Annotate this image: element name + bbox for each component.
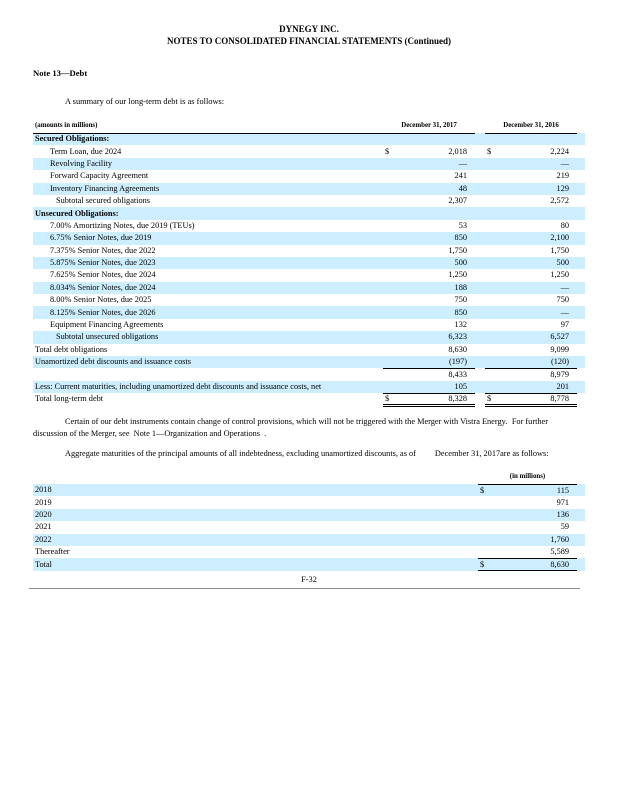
table-row: 6.75% Senior Notes, due 2019 850 2,100 bbox=[33, 232, 585, 245]
note-heading: Note 13—Debt bbox=[33, 68, 88, 78]
table-row: 2018 $ 115 bbox=[33, 484, 586, 497]
paragraph-text: Aggregate maturities of the principal am… bbox=[65, 449, 416, 459]
table-header-row: (amounts in millions) December 31, 2017 … bbox=[33, 119, 585, 134]
table-row: 7.625% Senior Notes, due 2024 1,250 1,25… bbox=[50, 270, 569, 280]
table-row: Subtotal secured obligations 2,307 2,572 bbox=[56, 196, 569, 206]
table-row: 8,433 8,979 bbox=[448, 369, 569, 379]
document-header: DYNEGY INC. NOTES TO CONSOLIDATED FINANC… bbox=[33, 0, 585, 47]
units-label: (amounts in millions) bbox=[33, 119, 383, 134]
aggregate-maturities-paragraph: Aggregate maturities of the principal am… bbox=[33, 449, 585, 458]
document-title: NOTES TO CONSOLIDATED FINANCIAL STATEMEN… bbox=[167, 36, 451, 46]
table-row: Thereafter 5,589 bbox=[33, 546, 585, 559]
intro-paragraph: A summary of our long-term debt is as fo… bbox=[65, 97, 225, 106]
page-number: F-32 bbox=[301, 575, 317, 585]
table-row: Equipment Financing Agreements 132 97 bbox=[50, 320, 569, 330]
table-row: 2019 971 bbox=[35, 497, 570, 507]
table-row: 2022 1,760 bbox=[33, 533, 586, 547]
paragraph-text: December 31, 2017are as follows: bbox=[434, 449, 549, 459]
table-row: 8.125% Senior Notes, due 2026 850 — bbox=[33, 306, 585, 319]
table-row: Term Loan, due 2024 $ 2,018 $ 2,224 bbox=[50, 146, 569, 156]
table-row: 7.375% Senior Notes, due 2022 1,750 1,75… bbox=[50, 245, 569, 255]
debt-summary-table: (amounts in millions) December 31, 2017 … bbox=[33, 119, 585, 408]
table-row: Less: Current maturities, including unam… bbox=[33, 380, 585, 394]
table-row: Unsecured Obligations: bbox=[33, 207, 585, 220]
table-row: 2020 136 bbox=[33, 508, 586, 522]
column-header-2016: December 31, 2016 bbox=[485, 119, 577, 134]
table-row: Total long-term debt $ 8,328 $ 8,778 bbox=[33, 393, 585, 408]
table-row: Inventory Financing Agreements 48 129 bbox=[33, 182, 585, 195]
table-row: Unamortized debt discounts and issuance … bbox=[33, 356, 585, 369]
company-name: DYNEGY INC. bbox=[279, 24, 339, 34]
table-row: 2021 59 bbox=[35, 522, 570, 532]
table-row: 5.875% Senior Notes, due 2023 500 500 bbox=[33, 256, 585, 270]
maturities-table: (in millions) 2018 $ 115 2019 971 2020 1… bbox=[33, 470, 586, 572]
table-row: Forward Capacity Agreement 241 219 bbox=[50, 171, 569, 181]
paragraph-text: Certain of our debt instruments contain … bbox=[65, 417, 508, 427]
column-header-2017: December 31, 2017 bbox=[383, 119, 475, 134]
table-row: 8.00% Senior Notes, due 2025 750 750 bbox=[50, 295, 569, 305]
table-row: Total debt obligations 8,630 9,099 bbox=[35, 344, 569, 354]
units-label: (in millions) bbox=[478, 470, 578, 485]
table-row: Subtotal unsecured obligations 6,323 6,5… bbox=[33, 331, 585, 344]
paragraph-text: discussion of the Merger, see Note 1—Org… bbox=[33, 428, 267, 438]
table-row: Total $ 8,630 bbox=[33, 558, 586, 572]
table-row: 7.00% Amortizing Notes, due 2019 (TEUs) … bbox=[50, 220, 569, 230]
table-row: 8.034% Senior Notes, due 2024 188 — bbox=[33, 281, 585, 295]
change-of-control-paragraph: Certain of our debt instruments contain … bbox=[33, 416, 585, 439]
table-row: Revolving Facility — — bbox=[33, 157, 585, 171]
paragraph-text: For further bbox=[511, 417, 548, 427]
footer-divider bbox=[29, 588, 580, 589]
table-header-row: (in millions) bbox=[33, 470, 585, 485]
table-row: Secured Obligations: bbox=[33, 133, 585, 146]
